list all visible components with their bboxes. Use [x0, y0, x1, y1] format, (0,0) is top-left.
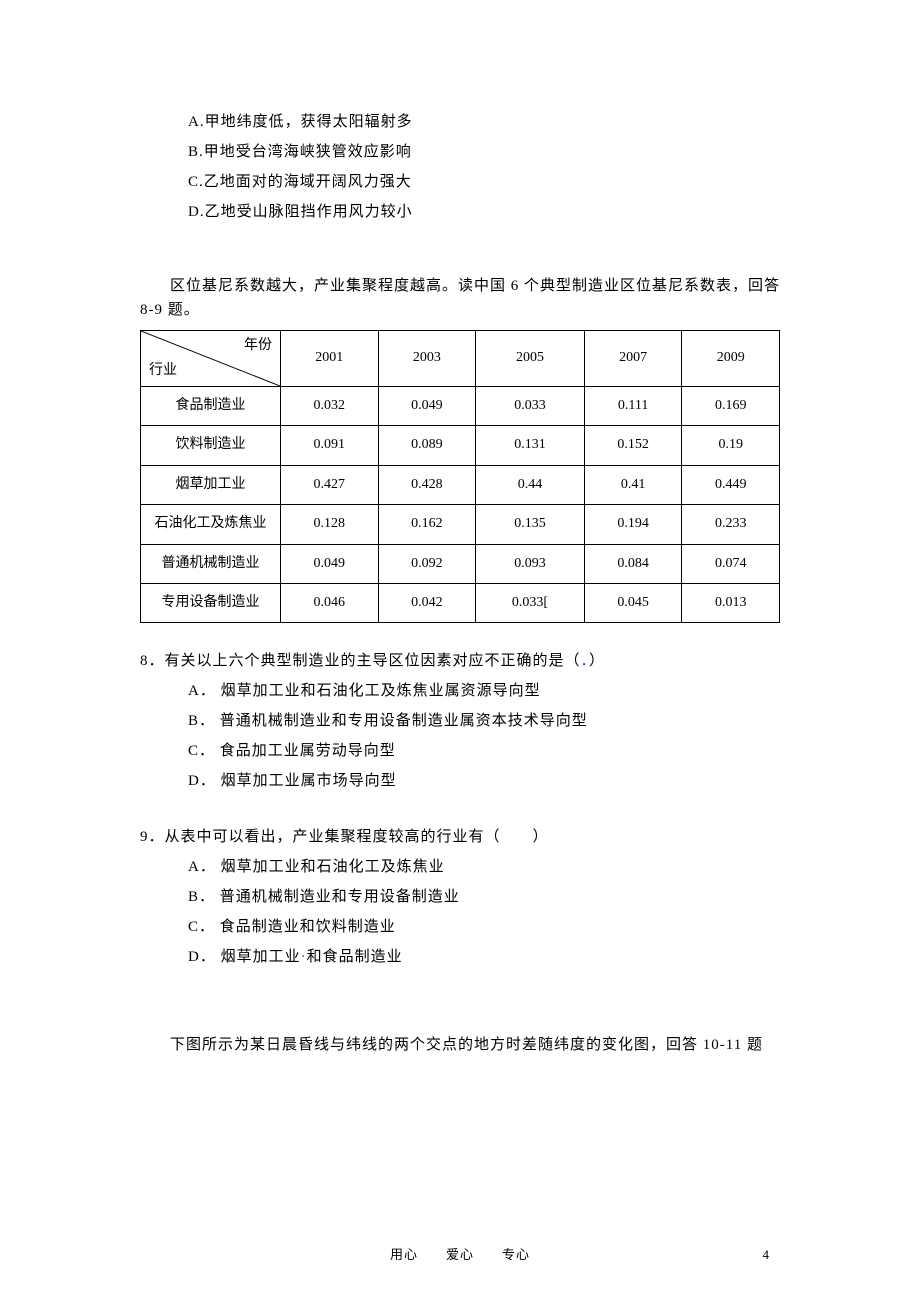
option-d: D.乙地受山脉阻挡作用风力较小	[188, 200, 780, 224]
q8-options: A． 烟草加工业和石油化工及炼焦业属资源导向型 B． 普通机械制造业和专用设备制…	[188, 679, 780, 793]
q8-option-b: B． 普通机械制造业和专用设备制造业属资本技术导向型	[188, 709, 780, 733]
table-row: 饮料制造业 0.091 0.089 0.131 0.152 0.19	[141, 426, 780, 465]
table-header-row: 年份 行业 2001 2003 2005 2007 2009	[141, 331, 780, 387]
row-label: 食品制造业	[141, 387, 281, 426]
col-2007: 2007	[584, 331, 682, 387]
cell: 0.084	[584, 544, 682, 583]
cell: 0.44	[476, 465, 585, 504]
option-b: B.甲地受台湾海峡狭管效应影响	[188, 140, 780, 164]
page-number: 4	[763, 1245, 771, 1266]
cell: 0.032	[281, 387, 379, 426]
option-c: C.乙地面对的海域开阔风力强大	[188, 170, 780, 194]
gini-table: 年份 行业 2001 2003 2005 2007 2009 食品制造业 0.0…	[140, 330, 780, 623]
passage-figure: 下图所示为某日晨昏线与纬线的两个交点的地方时差随纬度的变化图，回答 10-11 …	[140, 1033, 780, 1057]
q8-option-a: A． 烟草加工业和石油化工及炼焦业属资源导向型	[188, 679, 780, 703]
col-2009: 2009	[682, 331, 780, 387]
q9-option-a: A． 烟草加工业和石油化工及炼焦业	[188, 855, 780, 879]
cell: 0.049	[281, 544, 379, 583]
q8-stem: 8．有关以上六个典型制造业的主导区位因素对应不正确的是（．）	[140, 649, 780, 673]
row-label: 普通机械制造业	[141, 544, 281, 583]
cell: 0.152	[584, 426, 682, 465]
col-2003: 2003	[378, 331, 476, 387]
cell: 0.233	[682, 505, 780, 544]
table-row: 食品制造业 0.032 0.049 0.033 0.111 0.169	[141, 387, 780, 426]
cell: 0.19	[682, 426, 780, 465]
cell: 0.449	[682, 465, 780, 504]
cell: 0.427	[281, 465, 379, 504]
cell: 0.046	[281, 583, 379, 622]
cell: 0.092	[378, 544, 476, 583]
cell: 0.074	[682, 544, 780, 583]
q9-option-d: D． 烟草加工业·和食品制造业	[188, 945, 780, 969]
cell: 0.194	[584, 505, 682, 544]
question-8: 8．有关以上六个典型制造业的主导区位因素对应不正确的是（．） A． 烟草加工业和…	[140, 649, 780, 793]
q9-stem: 9．从表中可以看出，产业集聚程度较高的行业有（ ）	[140, 825, 780, 849]
row-label: 专用设备制造业	[141, 583, 281, 622]
table-row: 石油化工及炼焦业 0.128 0.162 0.135 0.194 0.233	[141, 505, 780, 544]
row-label: 饮料制造业	[141, 426, 281, 465]
q9-options: A． 烟草加工业和石油化工及炼焦业 B． 普通机械制造业和专用设备制造业 C． …	[188, 855, 780, 969]
cell: 0.089	[378, 426, 476, 465]
q9-option-c: C． 食品制造业和饮料制造业	[188, 915, 780, 939]
cell: 0.042	[378, 583, 476, 622]
cell: 0.135	[476, 505, 585, 544]
cell: 0.41	[584, 465, 682, 504]
cell: 0.093	[476, 544, 585, 583]
intro-options: A.甲地纬度低，获得太阳辐射多 B.甲地受台湾海峡狭管效应影响 C.乙地面对的海…	[188, 110, 780, 224]
q8-option-c: C． 食品加工业属劳动导向型	[188, 739, 780, 763]
col-2001: 2001	[281, 331, 379, 387]
cell: 0.162	[378, 505, 476, 544]
cell: 0.033	[476, 387, 585, 426]
cell: 0.128	[281, 505, 379, 544]
cell: 0.049	[378, 387, 476, 426]
diag-top-label: 年份	[244, 335, 272, 357]
passage-gini: 区位基尼系数越大，产业集聚程度越高。读中国 6 个典型制造业区位基尼系数表，回答…	[140, 274, 780, 322]
table-row: 烟草加工业 0.427 0.428 0.44 0.41 0.449	[141, 465, 780, 504]
cell: 0.091	[281, 426, 379, 465]
table-diag-header: 年份 行业	[141, 331, 281, 387]
cell: 0.169	[682, 387, 780, 426]
cell: 0.111	[584, 387, 682, 426]
cell: 0.013	[682, 583, 780, 622]
q9-option-b: B． 普通机械制造业和专用设备制造业	[188, 885, 780, 909]
page-footer: 用心 爱心 专心 4	[0, 1245, 920, 1266]
cell-with-note: 0.033[	[476, 583, 585, 622]
footer-text: 用心 爱心 专心	[390, 1247, 530, 1262]
table-row: 普通机械制造业 0.049 0.092 0.093 0.084 0.074	[141, 544, 780, 583]
diag-bottom-label: 行业	[149, 360, 177, 382]
dot-marker-icon: ．	[581, 653, 590, 669]
row-label: 石油化工及炼焦业	[141, 505, 281, 544]
question-9: 9．从表中可以看出，产业集聚程度较高的行业有（ ） A． 烟草加工业和石油化工及…	[140, 825, 780, 969]
table-row: 专用设备制造业 0.046 0.042 0.033[ 0.045 0.013	[141, 583, 780, 622]
option-a: A.甲地纬度低，获得太阳辐射多	[188, 110, 780, 134]
col-2005: 2005	[476, 331, 585, 387]
cell: 0.131	[476, 426, 585, 465]
cell: 0.428	[378, 465, 476, 504]
q8-option-d: D． 烟草加工业属市场导向型	[188, 769, 780, 793]
row-label: 烟草加工业	[141, 465, 281, 504]
cell: 0.045	[584, 583, 682, 622]
